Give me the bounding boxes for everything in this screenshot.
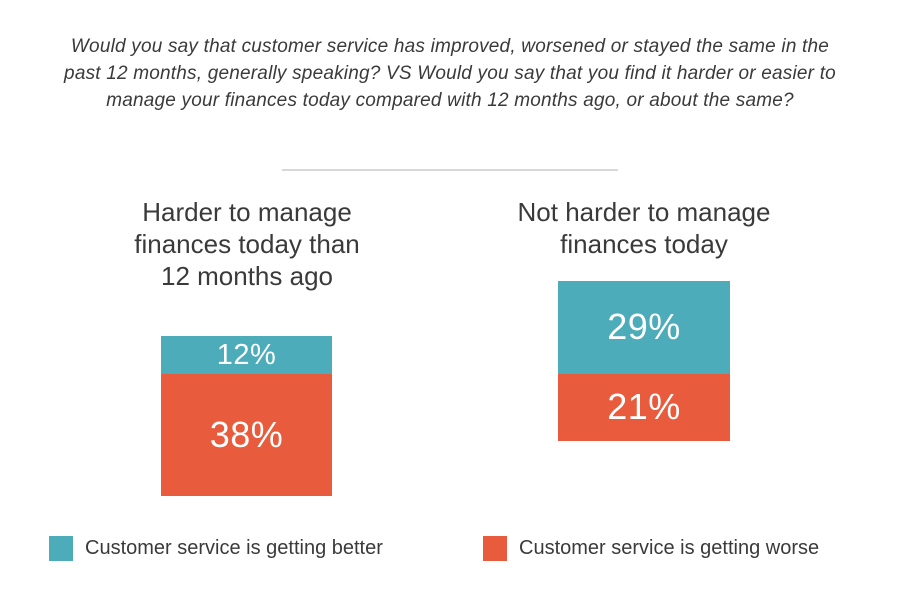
legend-label-better: Customer service is getting better bbox=[85, 537, 383, 559]
legend-swatch-better-icon bbox=[49, 536, 73, 561]
title-divider bbox=[282, 169, 618, 171]
bar-value-label-worse-harder: 38% bbox=[209, 414, 284, 456]
bar-segment-worse-harder: 38% bbox=[161, 374, 332, 496]
bar-value-label-worse-not-harder: 21% bbox=[607, 386, 681, 428]
chart-title: Would you say that customer service has … bbox=[64, 36, 836, 111]
bar-segment-better-harder: 12% bbox=[161, 336, 332, 375]
stacked-bar-not-harder: 29% 21% bbox=[558, 281, 730, 441]
bar-value-label-better-harder: 12% bbox=[216, 338, 277, 371]
legend-swatch-worse-icon bbox=[483, 536, 507, 561]
column-heading-harder: Harder to manage finances today than 12 mo… bbox=[134, 197, 360, 291]
legend-item-worse: Customer service is getting worse bbox=[483, 536, 819, 561]
column-heading-not-harder: Not harder to manage finances today bbox=[517, 197, 771, 259]
legend-item-better: Customer service is getting better bbox=[49, 536, 383, 561]
bar-value-label-better-not-harder: 29% bbox=[607, 306, 681, 348]
legend-label-worse: Customer service is getting worse bbox=[519, 537, 820, 559]
bar-segment-worse-not-harder: 21% bbox=[558, 373, 730, 441]
bar-segment-better-not-harder: 29% bbox=[558, 281, 730, 374]
stacked-bar-harder: 12% 38% bbox=[161, 336, 332, 496]
